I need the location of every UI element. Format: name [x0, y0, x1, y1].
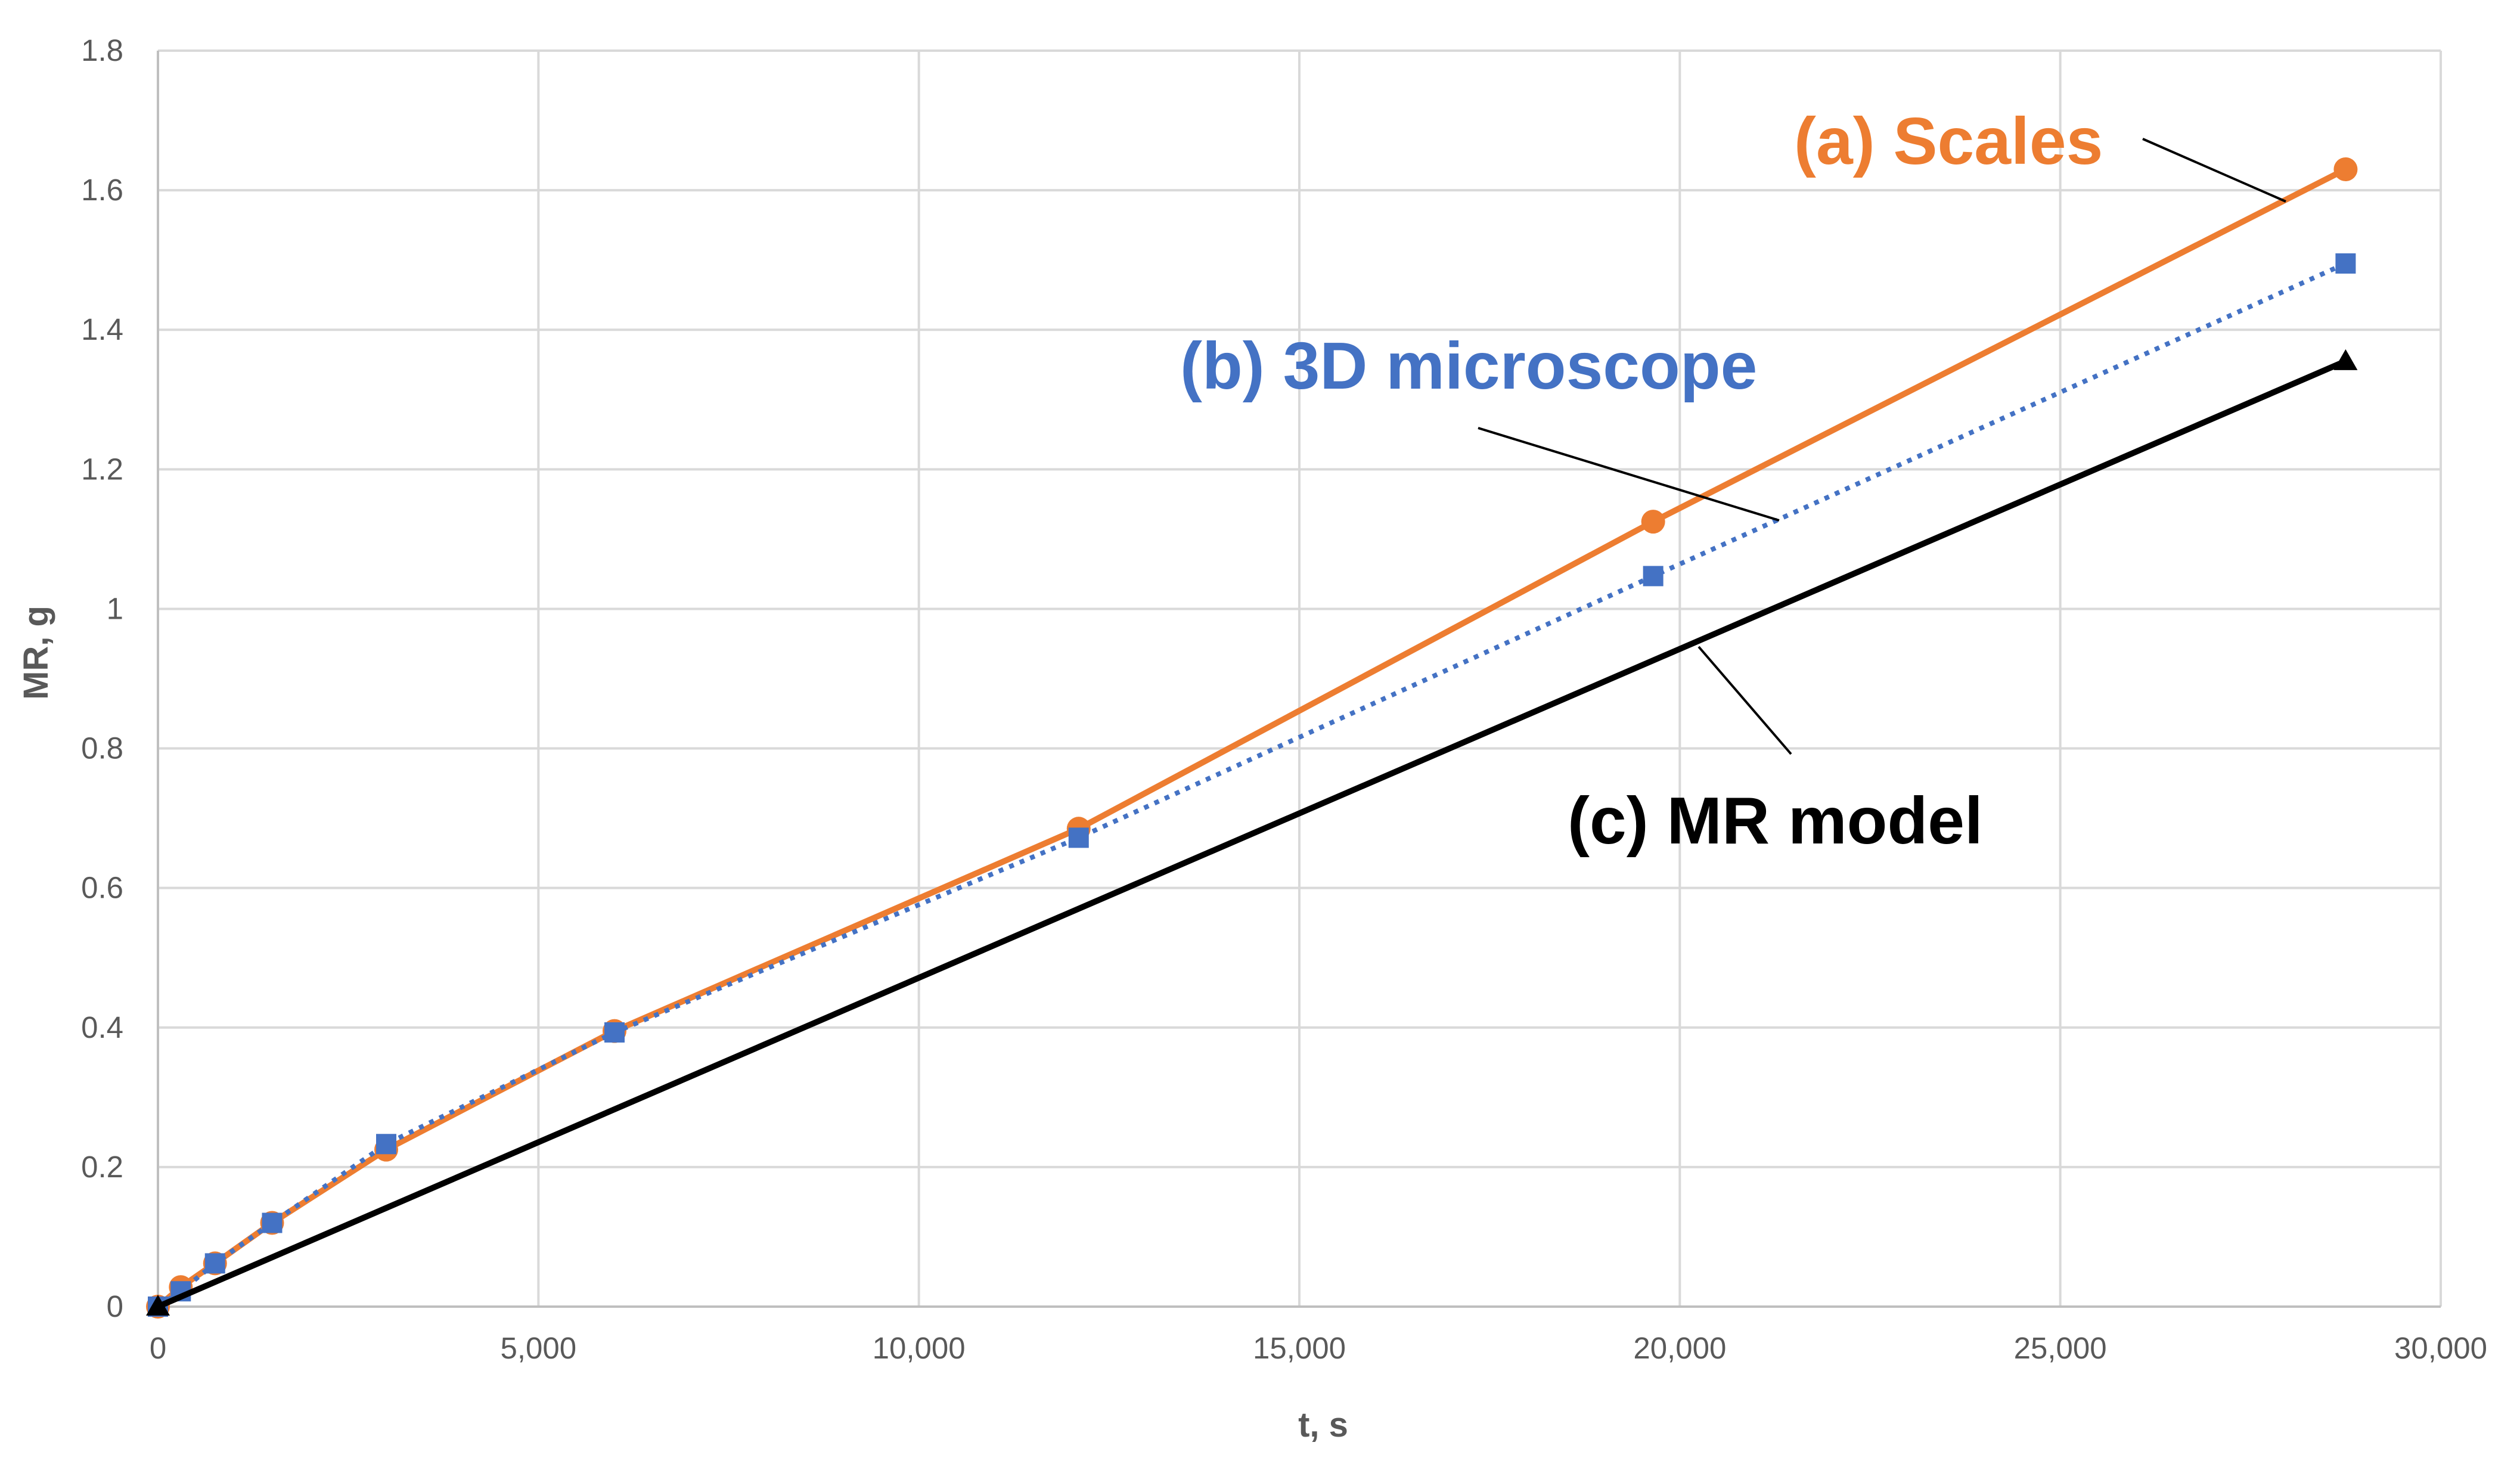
data-point-b-3d-microscope	[1643, 566, 1664, 587]
x-tick-label: 5,000	[501, 1331, 577, 1365]
x-tick-label: 30,000	[2394, 1331, 2487, 1365]
annotation-3d-microscope: (b) 3D microscope	[1180, 329, 1757, 403]
data-point-c-mr-model	[2333, 349, 2358, 370]
data-point-b-3d-microscope	[604, 1022, 625, 1043]
data-point-a-scales	[2333, 157, 2358, 181]
y-tick-label: 0.2	[81, 1150, 123, 1184]
annotation-leader-mr-model	[1697, 646, 1792, 755]
data-point-b-3d-microscope	[1068, 827, 1089, 848]
y-tick-label: 1	[107, 591, 123, 625]
x-tick-label: 10,000	[873, 1331, 966, 1365]
x-tick-label: 20,000	[1633, 1331, 1726, 1365]
data-point-b-3d-microscope	[2335, 253, 2356, 274]
annotation-scales: (a) Scales	[1794, 104, 2103, 178]
data-point-b-3d-microscope	[204, 1253, 225, 1274]
y-tick-label: 1.6	[81, 173, 123, 207]
annotation-leader-microscope	[1478, 427, 1780, 522]
x-tick-label: 25,000	[2014, 1331, 2107, 1365]
x-tick-label: 15,000	[1253, 1331, 1346, 1365]
data-point-c-mr-model	[146, 1295, 170, 1316]
data-point-b-3d-microscope	[376, 1134, 396, 1155]
y-tick-label: 0.8	[81, 731, 123, 765]
y-tick-label: 1.8	[81, 33, 123, 67]
data-point-b-3d-microscope	[262, 1212, 283, 1233]
axes: 0 0.2 0.4 0.6 0.8 1 1.2 1.4 1.6 1.8 0 5,000 10,000 15…	[81, 33, 2487, 1365]
y-tick-label: 0.6	[81, 871, 123, 905]
x-tick-label: 0	[150, 1331, 166, 1365]
labels: t, s MR, g (a) Scales (b) 3D microscope …	[17, 104, 2286, 1444]
y-axis-title: MR, g	[17, 606, 55, 700]
y-tick-label: 1.4	[81, 312, 123, 346]
annotation-leader-scales	[2142, 138, 2286, 203]
series	[146, 157, 2358, 1319]
y-tick-label: 1.2	[81, 452, 123, 486]
x-axis-title: t, s	[1298, 1406, 1348, 1444]
data-point-a-scales	[1641, 510, 1665, 534]
series-line-c-mr-model	[155, 358, 2349, 1310]
y-tick-label: 0	[107, 1289, 123, 1323]
y-tick-label: 0.4	[81, 1010, 123, 1044]
annotation-mr-model: (c) MR model	[1568, 784, 1983, 858]
